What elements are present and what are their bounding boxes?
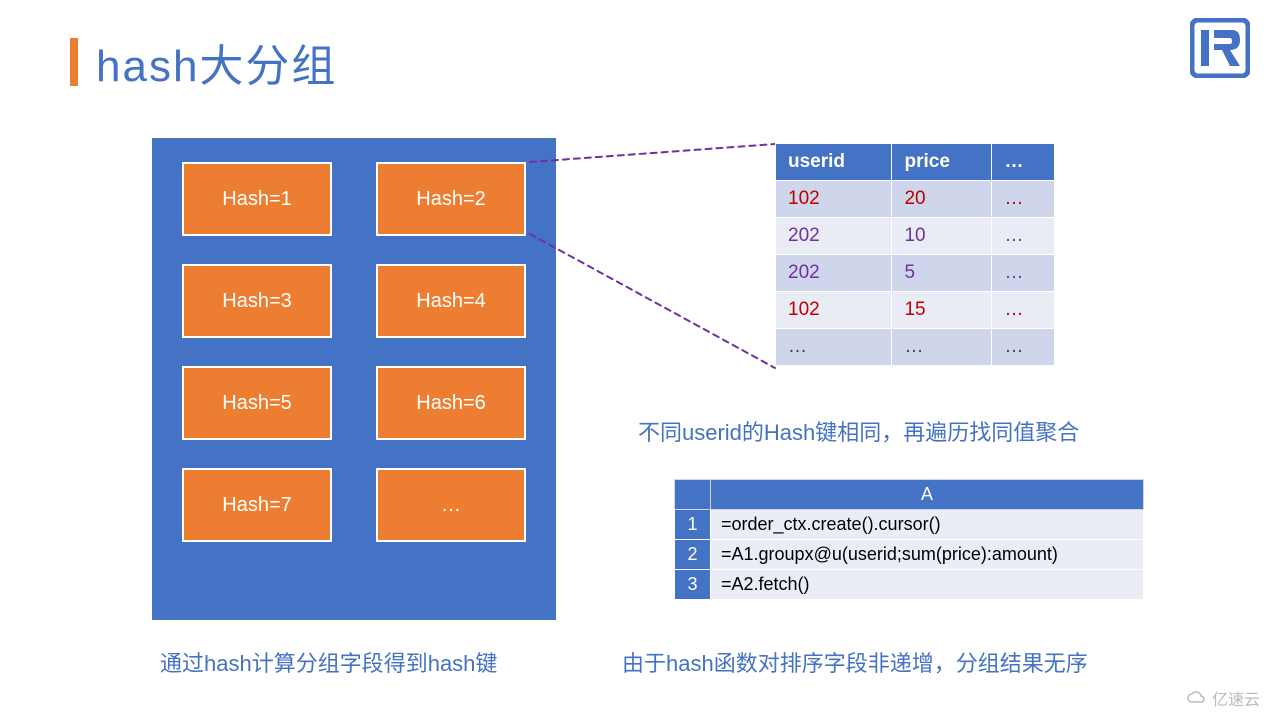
hash-bucket-grid: Hash=1 Hash=2 Hash=3 Hash=4 Hash=5 Hash=… [152,138,556,620]
hash-row: Hash=3 Hash=4 [182,264,526,338]
page-title: hash大分组 [96,30,337,94]
hash-bucket: … [376,468,526,542]
hash-row: Hash=5 Hash=6 [182,366,526,440]
hash-row: Hash=1 Hash=2 [182,162,526,236]
table-cell: 15 [892,292,992,329]
table-cell: … [992,255,1055,292]
col-header: userid [776,144,892,181]
watermark: 亿速云 [1186,686,1260,710]
hash-bucket: Hash=2 [376,162,526,236]
table-cell: 102 [776,181,892,218]
code-cell: =order_ctx.create().cursor() [711,510,1144,540]
table-row: 10220… [776,181,1055,218]
table-cell: … [992,181,1055,218]
caption-right: 不同userid的Hash键相同，再遍历找同值聚合 [638,415,1079,447]
table-cell: … [992,292,1055,329]
code-cell: =A1.groupx@u(userid;sum(price):amount) [711,540,1144,570]
hash-bucket: Hash=6 [376,366,526,440]
table-cell: … [892,329,992,366]
sample-data-table: userid price … 10220…20210…2025…10215………… [775,143,1055,366]
code-row-number: 3 [675,570,711,600]
page-title-bar: hash大分组 [70,30,337,94]
table-cell: 202 [776,255,892,292]
code-cell: =A2.fetch() [711,570,1144,600]
table-cell: 5 [892,255,992,292]
table-cell: 202 [776,218,892,255]
table-cell: … [776,329,892,366]
code-row-number: 2 [675,540,711,570]
code-row: 2=A1.groupx@u(userid;sum(price):amount) [675,540,1144,570]
table-cell: 20 [892,181,992,218]
table-cell: 10 [892,218,992,255]
table-row: 20210… [776,218,1055,255]
caption-left: 通过hash计算分组字段得到hash键 [160,646,497,678]
table-row: 2025… [776,255,1055,292]
hash-bucket: Hash=1 [182,162,332,236]
code-table: A 1=order_ctx.create().cursor()2=A1.grou… [674,479,1144,600]
table-cell: … [992,329,1055,366]
table-row: 10215… [776,292,1055,329]
title-accent [70,38,78,86]
code-header: A [711,480,1144,510]
code-corner [675,480,711,510]
hash-bucket: Hash=3 [182,264,332,338]
table-cell: … [992,218,1055,255]
table-cell: 102 [776,292,892,329]
hash-row: Hash=7 … [182,468,526,542]
col-header: price [892,144,992,181]
watermark-text: 亿速云 [1212,686,1260,710]
hash-bucket: Hash=4 [376,264,526,338]
caption-bottom: 由于hash函数对排序字段非递增，分组结果无序 [622,646,1088,678]
logo [1190,18,1250,78]
hash-bucket: Hash=5 [182,366,332,440]
hash-bucket: Hash=7 [182,468,332,542]
code-row: 3=A2.fetch() [675,570,1144,600]
code-row: 1=order_ctx.create().cursor() [675,510,1144,540]
code-row-number: 1 [675,510,711,540]
col-header: … [992,144,1055,181]
table-row: ……… [776,329,1055,366]
